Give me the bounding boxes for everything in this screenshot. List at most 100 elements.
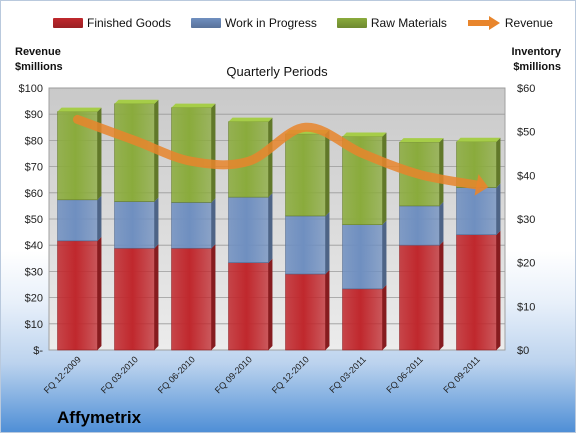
left-tick-label: $10: [25, 319, 43, 331]
right-tick-label: $20: [517, 258, 535, 270]
bar-top: [171, 103, 216, 108]
bar-side-work-in-progress: [211, 198, 216, 249]
bar-finished-goods: [342, 288, 383, 351]
bar-top: [228, 117, 273, 122]
bar-side-finished-goods: [211, 244, 216, 350]
category-label: FQ 03-2010: [99, 354, 140, 395]
legend-label: Raw Materials: [370, 16, 447, 30]
right-tick-label: $30: [517, 214, 535, 226]
bar-side-work-in-progress: [496, 183, 501, 235]
left-axis-title: Revenue $millions: [15, 45, 63, 75]
bar-finished-goods: [285, 273, 326, 351]
left-axis-title-line-2: $millions: [15, 61, 63, 73]
legend-swatch: [336, 18, 367, 28]
left-axis-title-line-1: Revenue: [15, 46, 61, 58]
bar-finished-goods: [114, 247, 155, 351]
right-axis-title: Inventory $millions: [511, 45, 561, 75]
category-label: FQ 12-2009: [42, 354, 83, 395]
left-tick-label: $50: [25, 214, 43, 226]
legend-item: Work in Progress: [191, 16, 317, 30]
legend-label: Finished Goods: [87, 16, 172, 30]
right-axis-title-line-1: Inventory: [511, 46, 561, 58]
bar-raw-materials: [285, 133, 326, 217]
bar-work-in-progress: [114, 201, 155, 249]
chart-title: Quarterly Periods: [226, 64, 328, 79]
legend: Finished Goods Work in Progress Raw Materi…: [53, 16, 573, 30]
bar-side-raw-materials: [268, 117, 273, 198]
bar-finished-goods: [171, 247, 212, 351]
left-tick-label: $80: [25, 135, 43, 147]
bar-side-work-in-progress: [325, 211, 330, 275]
bar-top: [342, 132, 387, 137]
bar-finished-goods: [57, 240, 98, 351]
right-tick-label: $10: [517, 301, 535, 313]
bar-side-finished-goods: [439, 241, 444, 350]
company-name: Affymetrix: [57, 408, 142, 427]
category-label: FQ 03-2011: [327, 354, 368, 395]
bar-side-raw-materials: [325, 129, 330, 216]
right-axis-title-line-2: $millions: [513, 61, 561, 73]
bar-side-finished-goods: [268, 258, 273, 350]
category-label: FQ 09-2011: [441, 354, 482, 395]
bar-side-work-in-progress: [382, 220, 387, 289]
bar-side-raw-materials: [97, 107, 102, 200]
bar-side-finished-goods: [496, 230, 501, 350]
left-tick-label: $70: [25, 162, 43, 174]
bar-side-raw-materials: [496, 137, 501, 188]
bar-top: [114, 99, 159, 104]
bar-side-work-in-progress: [439, 201, 444, 246]
legend-swatch: [53, 18, 83, 28]
category-label: FQ 09-2010: [213, 354, 254, 395]
bar-work-in-progress: [456, 187, 497, 236]
legend-item: Revenue: [467, 16, 553, 30]
right-tick-label: $50: [517, 127, 535, 139]
left-tick-label: $30: [25, 266, 43, 278]
left-tick-label: $60: [25, 188, 43, 200]
bar-side-finished-goods: [97, 236, 102, 350]
legend-item: Raw Materials: [336, 16, 447, 30]
bar-work-in-progress: [342, 224, 383, 290]
bar-top: [57, 107, 102, 112]
legend-label: Work in Progress: [225, 16, 317, 30]
left-tick-label: $40: [25, 240, 43, 252]
bar-top: [456, 137, 501, 142]
bar-side-work-in-progress: [154, 197, 159, 249]
bar-work-in-progress: [171, 202, 212, 249]
bar-work-in-progress: [57, 199, 98, 242]
left-tick-label: $90: [25, 109, 43, 121]
revenue-arrowhead: [474, 174, 489, 196]
bar-top: [399, 138, 444, 143]
legend-swatch: [191, 18, 222, 28]
legend-item: Finished Goods: [53, 16, 171, 30]
right-tick-label: $40: [517, 170, 535, 182]
left-tick-label: $20: [25, 293, 43, 305]
bar-raw-materials: [114, 103, 155, 202]
bar-work-in-progress: [285, 215, 326, 275]
legend-arrow-head: [488, 16, 500, 30]
left-tick-label: $100: [19, 83, 43, 95]
bar-side-raw-materials: [382, 132, 387, 225]
category-label: FQ 06-2010: [156, 354, 197, 395]
category-label: FQ 12-2010: [270, 354, 311, 395]
bar-work-in-progress: [399, 205, 440, 246]
bar-finished-goods: [228, 262, 269, 351]
bar-finished-goods: [456, 234, 497, 351]
bar-side-raw-materials: [211, 103, 216, 203]
bar-finished-goods: [399, 244, 440, 351]
bar-side-work-in-progress: [268, 193, 273, 263]
bar-side-work-in-progress: [97, 195, 102, 241]
bar-side-finished-goods: [382, 284, 387, 350]
legend-arrow-icon: [467, 16, 500, 30]
right-tick-label: $0: [517, 345, 529, 357]
category-label: FQ 06-2011: [384, 354, 425, 395]
revenue-line: [73, 114, 481, 190]
left-tick-label: $-: [33, 345, 43, 357]
right-tick-label: $60: [517, 83, 535, 95]
bar-side-raw-materials: [439, 138, 444, 206]
bar-side-finished-goods: [154, 244, 159, 350]
bar-work-in-progress: [228, 196, 269, 263]
legend-label: Revenue: [504, 16, 553, 30]
bar-side-finished-goods: [325, 270, 330, 350]
